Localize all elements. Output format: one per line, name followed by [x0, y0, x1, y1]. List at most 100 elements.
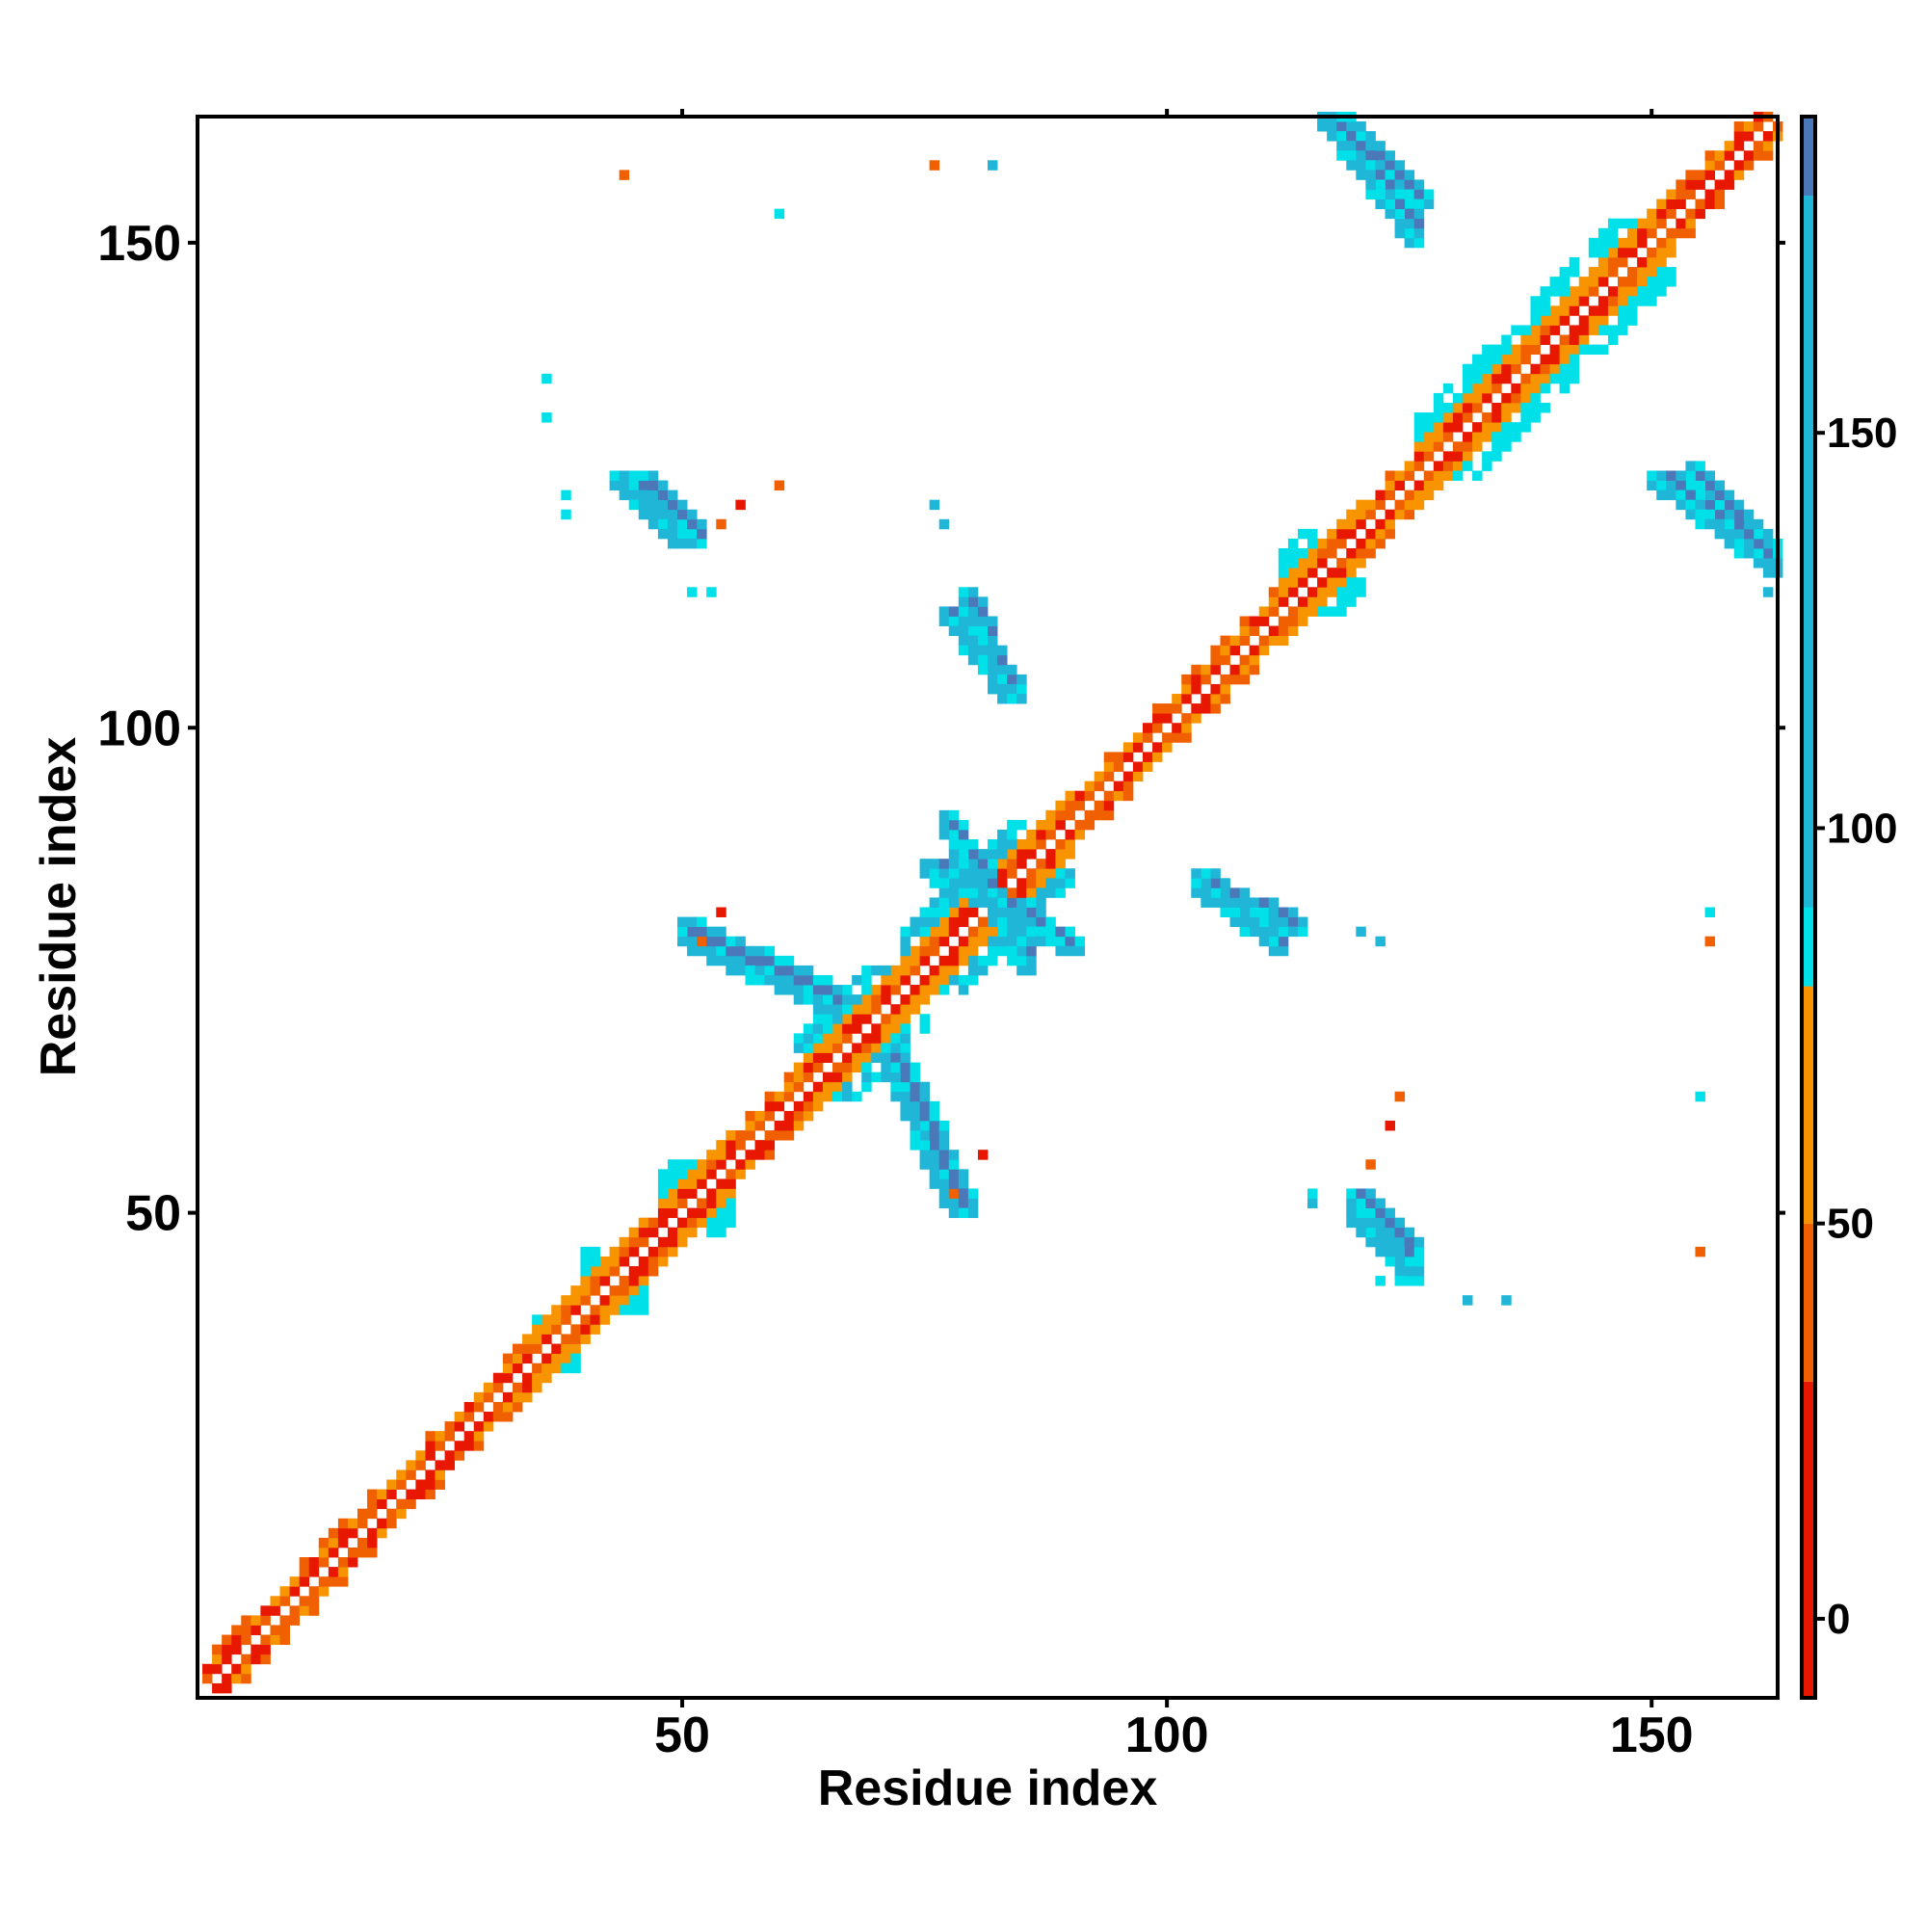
heatmap-cell [881, 1014, 891, 1024]
heatmap-cell [1278, 926, 1289, 938]
heatmap-cell [1297, 558, 1308, 569]
heatmap-cell [1588, 305, 1599, 316]
heatmap-cell [1714, 490, 1726, 501]
heatmap-cell [910, 1004, 920, 1015]
heatmap-cell [1036, 926, 1046, 938]
heatmap-cell [318, 1547, 330, 1558]
heatmap-cell [492, 1401, 504, 1413]
heatmap-cell [900, 1023, 911, 1034]
heatmap-cell [1065, 809, 1075, 821]
heatmap-cell [1501, 344, 1512, 356]
heatmap-cell [1307, 568, 1318, 578]
heatmap-cell [657, 1256, 669, 1267]
heatmap-cell [367, 1508, 378, 1520]
heatmap-cell [657, 1198, 669, 1208]
heatmap-cell [1297, 596, 1308, 607]
heatmap-cell [774, 480, 785, 490]
heatmap-cell [1404, 1256, 1415, 1267]
heatmap-cell [774, 208, 785, 220]
heatmap-cell [1743, 150, 1755, 161]
heatmap-cell [657, 1246, 669, 1257]
heatmap-cell [890, 1043, 901, 1053]
heatmap-cell [657, 528, 669, 540]
heatmap-cell [1394, 1236, 1406, 1248]
heatmap-cell [1317, 121, 1328, 132]
heatmap-cell [1210, 897, 1221, 908]
heatmap-cell [241, 1634, 251, 1646]
heatmap-cell [1297, 568, 1308, 578]
heatmap-cell [1346, 1198, 1357, 1208]
heatmap-cell [1463, 402, 1473, 413]
heatmap-cell [842, 1023, 853, 1034]
heatmap-cell [657, 1188, 669, 1199]
heatmap-cell [1327, 121, 1337, 132]
heatmap-cell [832, 1072, 843, 1083]
heatmap-cell [667, 1246, 678, 1257]
heatmap-cell [1191, 868, 1201, 879]
heatmap-cell [1559, 277, 1571, 287]
heatmap-cell [1762, 538, 1774, 549]
heatmap-cell [958, 1178, 969, 1189]
heatmap-cell [1065, 800, 1075, 811]
heatmap-cell [1423, 189, 1435, 199]
heatmap-cell [1714, 179, 1726, 190]
heatmap-cell [1617, 256, 1628, 268]
heatmap-cell [1559, 383, 1571, 394]
heatmap-cell [1394, 480, 1406, 490]
heatmap-cell [929, 907, 940, 917]
heatmap-cell [967, 596, 979, 607]
heatmap-cell [861, 1033, 872, 1044]
heatmap-cell [657, 480, 669, 490]
heatmap-cell [1016, 916, 1027, 928]
heatmap-cell [667, 1207, 678, 1219]
heatmap-cell [1365, 1227, 1376, 1238]
heatmap-cell [483, 1391, 494, 1403]
heatmap-cell [881, 1052, 891, 1063]
heatmap-cell [726, 1217, 736, 1229]
heatmap-cell [1055, 926, 1066, 938]
heatmap-cell [492, 1372, 504, 1384]
heatmap-cell [1463, 392, 1473, 404]
heatmap-cell [997, 907, 1008, 917]
heatmap-cell [1540, 402, 1550, 413]
heatmap-cell [1549, 373, 1561, 384]
heatmap-cell [1482, 363, 1492, 375]
heatmap-cell [706, 1198, 717, 1208]
heatmap-cell [726, 945, 736, 957]
heatmap-cell [561, 1343, 571, 1355]
heatmap-cell [638, 490, 649, 501]
heatmap-cell [1685, 189, 1696, 199]
heatmap-cell [832, 985, 843, 995]
heatmap-cell [1287, 606, 1299, 617]
heatmap-cell [1191, 878, 1201, 888]
heatmap-cell [929, 1100, 940, 1112]
heatmap-cell [1045, 829, 1056, 840]
heatmap-cell [1695, 490, 1705, 501]
heatmap-cell [628, 470, 640, 481]
heatmap-cell [619, 1276, 630, 1286]
heatmap-cell [1423, 422, 1435, 433]
heatmap-cell [1656, 208, 1667, 220]
heatmap-cell [1026, 955, 1037, 966]
heatmap-cell [706, 945, 717, 957]
heatmap-cell [279, 1615, 290, 1626]
heatmap-cell [1375, 936, 1386, 947]
heatmap-cell [377, 1498, 387, 1510]
heatmap-cell [1191, 664, 1201, 675]
heatmap-cell [783, 1120, 795, 1131]
heatmap-cell [1685, 208, 1696, 220]
heatmap-cell [202, 1663, 213, 1675]
heatmap-cell [580, 1266, 591, 1277]
heatmap-cell [958, 887, 969, 898]
heatmap-cell [1045, 819, 1056, 831]
heatmap-cell [1627, 227, 1638, 239]
heatmap-cell [1045, 916, 1056, 928]
heatmap-cell [997, 664, 1008, 675]
heatmap-cell [783, 1091, 795, 1102]
heatmap-cell [1452, 470, 1464, 481]
heatmap-cell [1007, 887, 1017, 898]
heatmap-cell [1724, 528, 1735, 540]
heatmap-cell [657, 490, 669, 501]
heatmap-cell [1404, 470, 1415, 481]
heatmap-cell [716, 1159, 726, 1170]
